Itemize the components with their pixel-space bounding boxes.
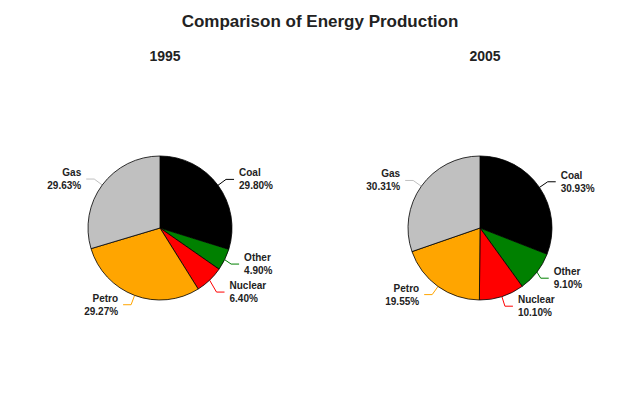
svg-text:Gas: Gas (381, 168, 400, 179)
svg-text:6.40%: 6.40% (230, 293, 258, 304)
svg-text:10.10%: 10.10% (518, 307, 552, 318)
svg-text:Nuclear: Nuclear (230, 280, 267, 291)
svg-text:1995: 1995 (149, 48, 180, 64)
svg-text:Coal: Coal (239, 167, 261, 178)
svg-text:Coal: Coal (561, 170, 583, 181)
svg-text:30.31%: 30.31% (366, 181, 400, 192)
svg-text:4.90%: 4.90% (244, 265, 272, 276)
svg-text:29.80%: 29.80% (239, 180, 273, 191)
svg-text:Petro: Petro (93, 293, 119, 304)
svg-text:Gas: Gas (62, 167, 81, 178)
svg-text:Comparison of Energy Productio: Comparison of Energy Production (182, 12, 459, 31)
svg-text:30.93%: 30.93% (561, 183, 595, 194)
svg-text:Other: Other (244, 252, 271, 263)
svg-text:29.27%: 29.27% (84, 306, 118, 317)
svg-text:29.63%: 29.63% (47, 180, 81, 191)
svg-text:2005: 2005 (469, 48, 500, 64)
svg-text:Nuclear: Nuclear (518, 294, 555, 305)
svg-text:Other: Other (554, 266, 581, 277)
svg-text:Petro: Petro (394, 283, 420, 294)
svg-text:19.55%: 19.55% (385, 296, 419, 307)
svg-text:9.10%: 9.10% (554, 279, 582, 290)
